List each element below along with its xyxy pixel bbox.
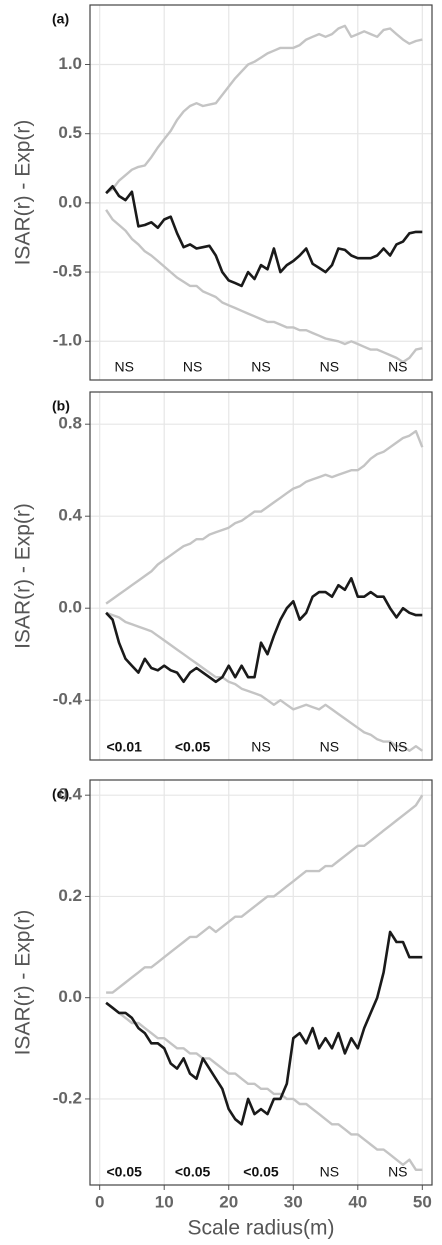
significance-label: NS	[251, 359, 270, 375]
panel-label: (b)	[52, 398, 70, 414]
x-tick-label: 0	[95, 1192, 104, 1211]
y-tick-label: -0.2	[53, 1088, 82, 1107]
y-tick-label: 0.4	[58, 785, 82, 804]
y-tick-label: 0.0	[58, 192, 82, 211]
series-line	[105, 185, 423, 288]
y-axis-label: ISAR(r) - Exp(r)	[12, 503, 35, 649]
plot-border	[89, 391, 433, 761]
panel: -1.0 -0.5 0.0 0.5 1.0 NS NS NS NS NS (a) ISAR(r) - …	[12, 4, 433, 381]
series-line	[105, 429, 424, 605]
panel: -0.4 0.0 0.4 0.8 <0.01 <0.05 NS NS NS (b) ISAR(r) …	[12, 391, 433, 761]
significance-label: NS	[388, 1164, 407, 1180]
significance-label: <0.05	[106, 1164, 142, 1180]
series-line	[105, 930, 423, 1126]
x-tick-label: 50	[413, 1192, 432, 1211]
significance-label: NS	[114, 359, 133, 375]
significance-label: <0.05	[243, 1164, 279, 1180]
panel-label: (a)	[52, 11, 69, 27]
significance-label: NS	[251, 739, 270, 755]
series-line	[105, 577, 423, 684]
series-line	[105, 24, 423, 195]
y-tick-label: -0.5	[53, 262, 82, 281]
x-tick-label: 10	[155, 1192, 174, 1211]
panel-label: (c)	[52, 786, 69, 802]
y-tick-label: 1.0	[58, 54, 82, 73]
series-line	[106, 794, 424, 994]
y-axis-label: ISAR(r) - Exp(r)	[12, 910, 35, 1056]
panel: 0 10 20 30 40 50 -0.2 0.0 0.2 0.4 <0.05 <0.05 <0.05 N…	[12, 779, 433, 1240]
x-axis-label: Scale radius(m)	[187, 1217, 334, 1240]
y-tick-label: -0.4	[53, 690, 83, 709]
significance-label: <0.01	[106, 739, 142, 755]
x-tick-label: 20	[219, 1192, 238, 1211]
y-tick-label: 0.2	[58, 886, 82, 905]
y-tick-label: 0.5	[58, 123, 82, 142]
series-line	[105, 1001, 423, 1171]
series-line	[105, 611, 424, 752]
significance-label: NS	[388, 739, 407, 755]
significance-label: NS	[388, 359, 407, 375]
x-tick-label: 40	[348, 1192, 367, 1211]
plot-border	[89, 779, 433, 1186]
y-tick-label: 0.0	[58, 598, 82, 617]
significance-label: NS	[320, 359, 339, 375]
x-tick-label: 30	[284, 1192, 303, 1211]
series-line	[105, 209, 423, 364]
significance-label: <0.05	[175, 1164, 211, 1180]
significance-label: NS	[320, 1164, 339, 1180]
y-tick-label: -1.0	[53, 331, 82, 350]
y-tick-label: 0.8	[58, 414, 82, 433]
significance-label: NS	[183, 359, 202, 375]
y-tick-label: 0.4	[58, 506, 82, 525]
y-axis-label: ISAR(r) - Exp(r)	[12, 120, 35, 266]
significance-label: NS	[320, 739, 339, 755]
y-tick-label: 0.0	[58, 987, 82, 1006]
significance-label: <0.05	[175, 739, 211, 755]
plot-border	[89, 4, 433, 381]
